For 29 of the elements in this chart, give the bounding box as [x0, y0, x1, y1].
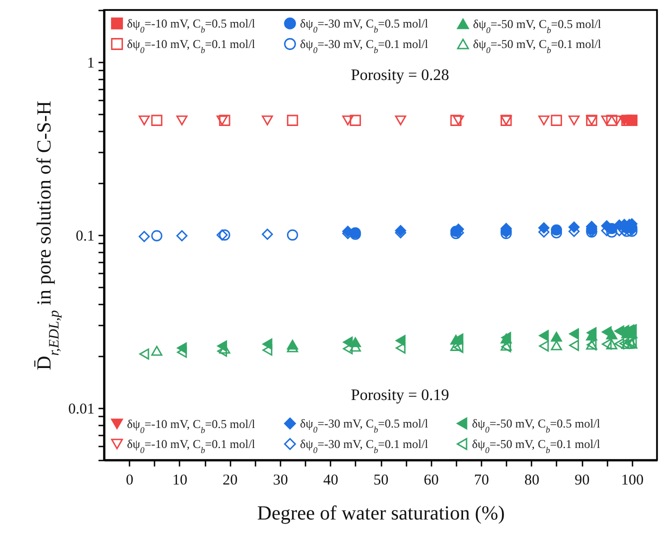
legend-label: δψ$_{0}$=-30 mV, C$_{b}$=0.1 mol/l [300, 437, 429, 455]
x-tick-label: 100 [621, 472, 644, 488]
x-tick-label: 50 [374, 472, 388, 488]
legend-label: δψ$_{0}$=-30 mV, C$_{b}$=0.5 mol/l [300, 416, 429, 434]
y-tick-label: 1 [87, 56, 94, 72]
x-tick-label: 70 [474, 472, 490, 488]
x-axis-title: Degree of water saturation (%) [257, 502, 505, 524]
legend-label: δψ$_{0}$=-10 mV, C$_{b}$=0.1 mol/l [127, 437, 256, 455]
x-tick-label: 0 [126, 472, 134, 488]
y-tick-label: 0.01 [68, 401, 94, 418]
x-tick-label: 90 [574, 472, 590, 488]
x-tick-label: 60 [424, 472, 439, 488]
x-tick-label: 20 [222, 472, 238, 488]
annotation: Porosity = 0.28 [350, 67, 450, 84]
x-tick-label: 40 [323, 472, 338, 488]
legend-label: δψ$_{0}$=-50 mV, C$_{b}$=0.5 mol/l [472, 416, 601, 434]
legend-label: δψ$_{0}$=-10 mV, C$_{b}$=0.5 mol/l [127, 16, 256, 34]
x-tick-label: 30 [272, 472, 288, 488]
legend-label: δψ$_{0}$=-10 mV, C$_{b}$=0.1 mol/l [127, 37, 256, 55]
legend-label: δψ$_{0}$=-30 mV, C$_{b}$=0.5 mol/l [300, 16, 429, 34]
legend-label: δψ$_{0}$=-50 mV, C$_{b}$=0.5 mol/l [473, 16, 602, 35]
annotation: Porosity = 0.19 [350, 387, 450, 404]
x-tick-label: 10 [172, 472, 188, 488]
legend-label: δψ$_{0}$=-10 mV, C$_{b}$=0.5 mol/l [127, 416, 256, 435]
legend-label: δψ$_{0}$=-50 mV, C$_{b}$=0.1 mol/l [473, 37, 602, 55]
legend-label: δψ$_{0}$=-50 mV, C$_{b}$=0.1 mol/l [472, 437, 601, 455]
x-tick-label: 80 [524, 472, 540, 488]
y-tick-label: 0.1 [76, 228, 94, 244]
legend-label: δψ$_{0}$=-30 mV, C$_{b}$=0.1 mol/l [300, 37, 429, 55]
